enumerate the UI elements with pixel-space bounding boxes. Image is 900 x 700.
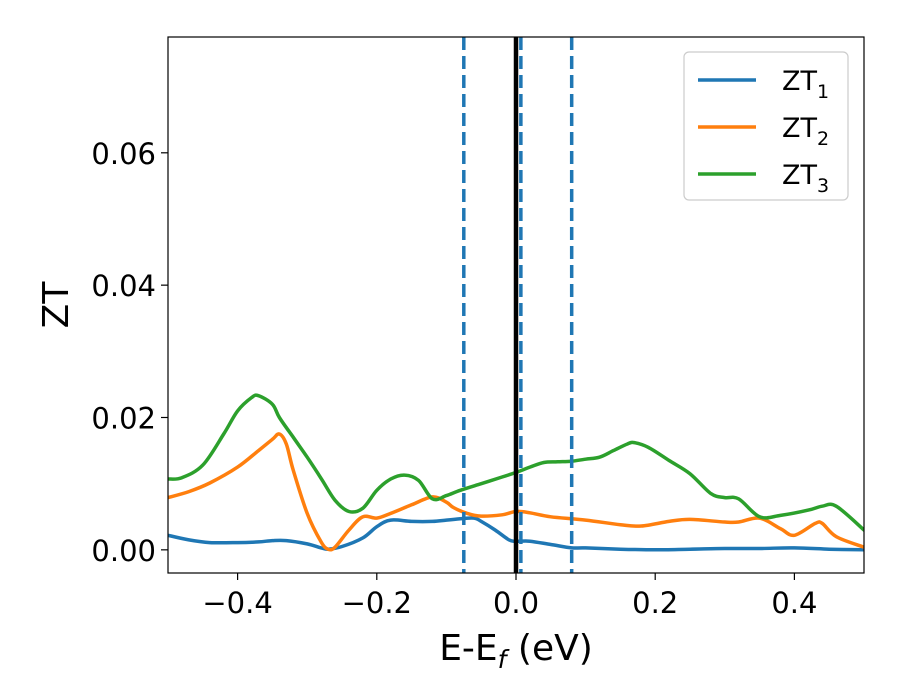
axes: −0.4 −0.2 0.0 0.2 0.4 0.00 0.02 0.04 0.06 E-Ef (e… <box>36 36 865 674</box>
series-line-zt2 <box>168 432 864 552</box>
legend-label-zt3: ZT3 <box>782 160 829 197</box>
legend-label-subscript: 2 <box>817 128 829 150</box>
legend-label-subscript: 3 <box>817 175 829 197</box>
y-tick-label: 0.02 <box>91 401 156 435</box>
legend-box <box>683 51 849 201</box>
x-tick-label: −0.4 <box>202 586 272 620</box>
y-axis-label: ZT <box>36 281 77 329</box>
x-axis-label-main: E-E <box>439 628 497 669</box>
legend-label-zt1: ZT1 <box>782 66 829 103</box>
y-tick-label: 0.04 <box>91 269 156 303</box>
x-axis-label: E-Ef (eV) <box>439 628 593 674</box>
series-line-zt3 <box>168 393 864 532</box>
x-tick-label: −0.2 <box>342 586 412 620</box>
plot-area <box>168 37 864 573</box>
series-line-zt1 <box>168 516 864 552</box>
legend-label-subscript: 1 <box>817 81 829 103</box>
legend-label-main: ZT <box>782 113 817 144</box>
legend-label-main: ZT <box>782 160 817 191</box>
x-tick-label: 0.0 <box>493 586 539 620</box>
x-tick-label: 0.2 <box>632 586 678 620</box>
y-tick-label: 0.00 <box>91 534 156 568</box>
legend-label-zt2: ZT2 <box>782 113 829 150</box>
y-tick-label: 0.06 <box>91 137 156 171</box>
x-axis-label-unit: (eV) <box>506 628 592 669</box>
x-tick-label: 0.4 <box>771 586 817 620</box>
legend-label-main: ZT <box>782 66 817 97</box>
